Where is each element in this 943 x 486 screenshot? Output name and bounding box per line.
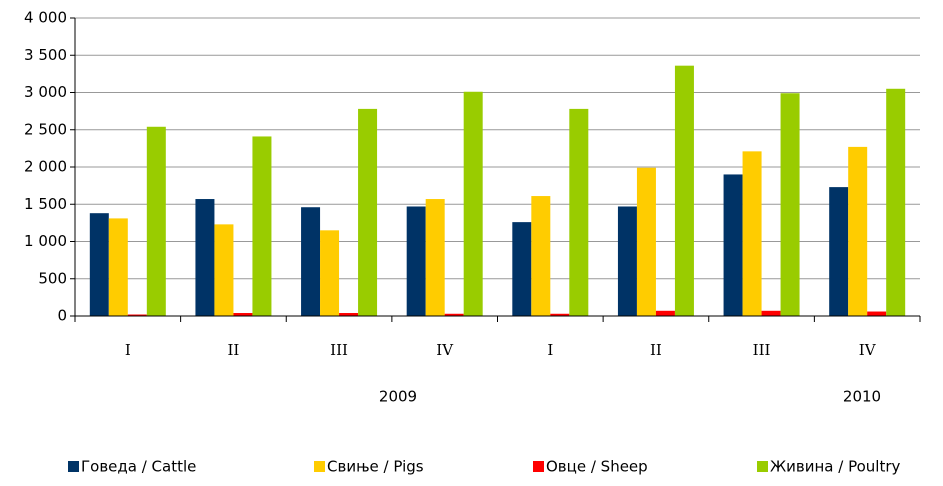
bar [339,313,359,316]
bar [127,314,147,316]
y-tick-label: 0 [57,307,67,325]
bar [358,108,378,316]
x-tick-label: I [547,341,553,359]
bar [425,199,445,316]
bar [886,88,906,317]
bar [195,199,215,316]
bar [867,311,887,316]
x-group-label: 2009 [379,388,417,406]
legend-label: Живина / Poultry [770,458,900,476]
bar [252,136,272,316]
x-tick-label: IV [436,341,454,359]
legend-swatch [68,461,79,472]
bar [463,91,483,316]
y-tick-label: 1 000 [24,232,67,250]
x-tick-label: III [330,341,348,359]
y-tick-label: 2 500 [24,120,67,138]
bar [531,196,551,316]
bar [301,207,321,316]
bar [550,313,570,316]
legend-swatch [757,461,768,472]
y-tick-label: 4 000 [24,9,67,27]
y-tick-label: 1 500 [24,195,67,213]
legend-swatch [314,461,325,472]
x-tick-label: II [228,341,240,359]
bar [848,146,868,316]
y-tick-label: 3 000 [24,83,67,101]
bar [108,218,128,316]
bar [674,65,694,317]
bar [214,224,234,316]
bar [780,93,800,317]
bar [146,126,166,317]
x-group-label: 2010 [843,388,881,406]
y-tick-label: 2 000 [24,158,67,176]
bar [569,108,589,316]
bar [655,310,675,316]
bar [233,313,253,316]
bar [829,187,849,316]
legend-label: Говеда / Cattle [81,458,196,476]
x-tick-label: IV [859,341,877,359]
bar [320,230,340,316]
legend-label: Свиње / Pigs [327,458,424,476]
y-tick-label: 500 [38,269,67,287]
legend-swatch [533,461,544,472]
y-tick-label: 3 500 [24,46,67,64]
bar [742,151,762,316]
bar [636,167,656,316]
bar [512,222,532,316]
bar [444,313,464,316]
x-tick-label: I [125,341,131,359]
legend-label: Овце / Sheep [546,458,648,476]
bar [617,206,637,316]
bar [761,310,781,316]
x-tick-label: II [650,341,662,359]
bar [406,206,426,316]
bar [89,213,109,316]
x-tick-label: III [753,341,771,359]
bar [723,174,743,316]
